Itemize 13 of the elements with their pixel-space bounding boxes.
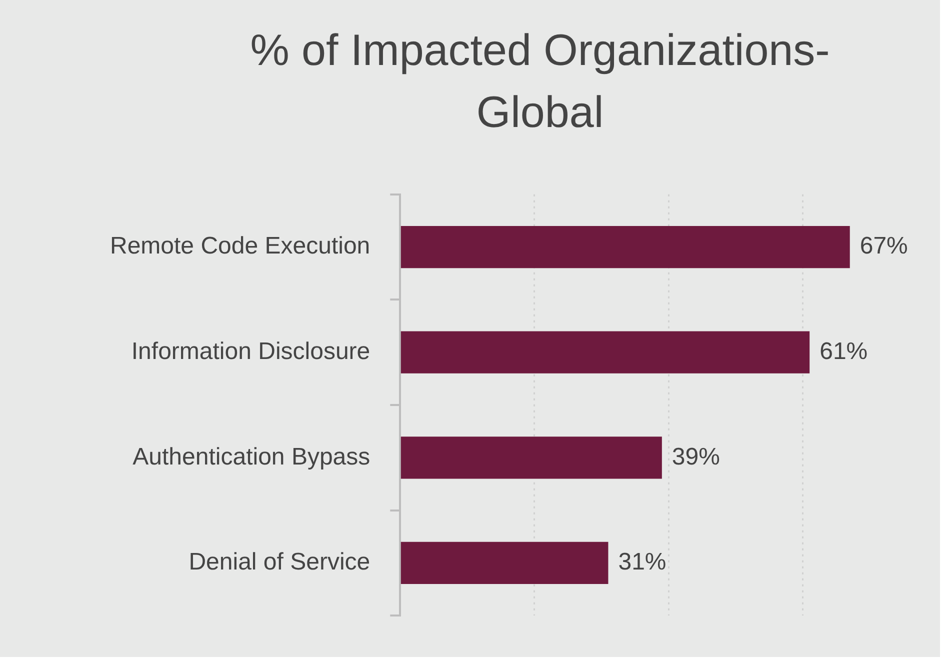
- data-label: 67%: [860, 232, 908, 260]
- bar: [400, 436, 662, 479]
- y-tick-label: Authentication Bypass: [132, 443, 370, 470]
- data-label: 61%: [820, 338, 868, 365]
- bar: [400, 226, 850, 268]
- data-label: 39%: [672, 443, 720, 470]
- y-tick-label: Remote Code Execution: [110, 232, 370, 260]
- y-tick-label: Information Disclosure: [131, 338, 370, 365]
- y-tick-label: Denial of Service: [188, 548, 370, 576]
- bar: [400, 542, 608, 584]
- bar: [400, 331, 810, 374]
- data-label: 31%: [618, 548, 666, 576]
- chart-title: % of Impacted Organizations-Global: [249, 25, 831, 139]
